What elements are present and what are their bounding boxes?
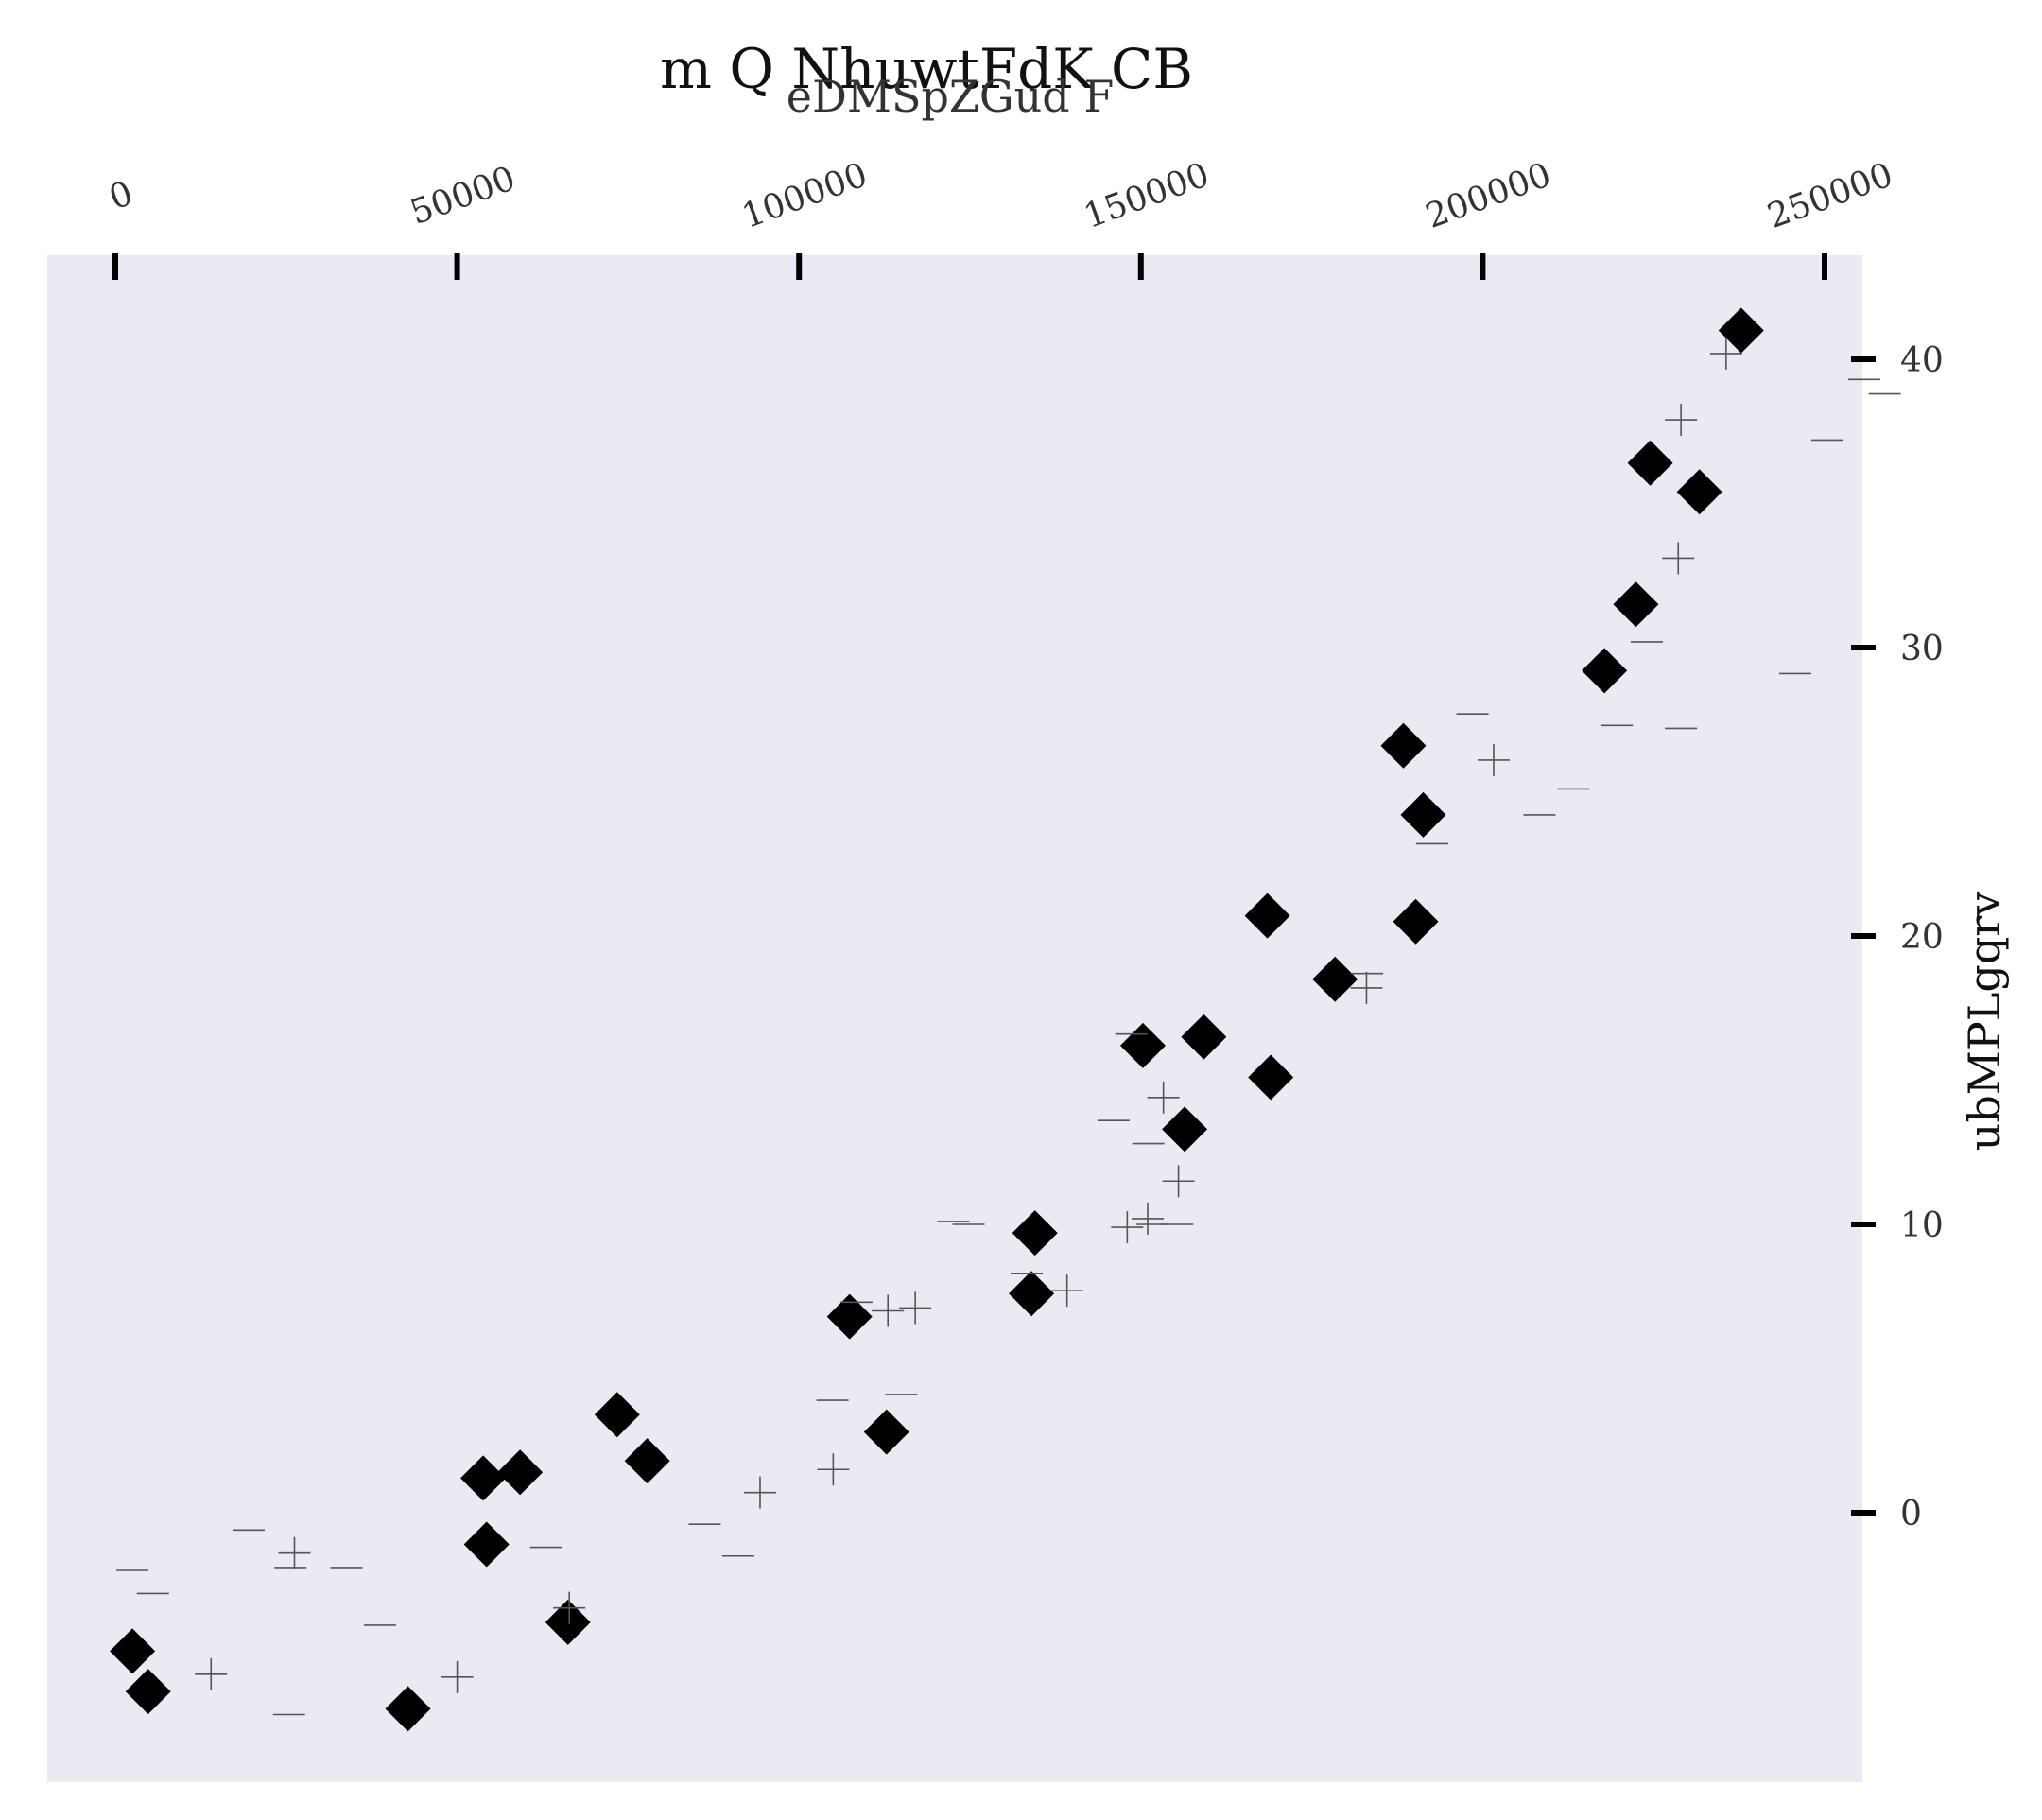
plus-marker (872, 1294, 905, 1327)
plus-marker (441, 1660, 474, 1693)
plus-marker (899, 1291, 932, 1325)
diamond-marker (1009, 1271, 1055, 1317)
plus-marker (1350, 971, 1383, 1004)
plus-marker (1132, 1202, 1165, 1235)
diamond-marker (863, 1409, 909, 1455)
plus-marker (1162, 1165, 1195, 1198)
diamond-marker (1012, 1210, 1058, 1257)
y-tick-label: 10 (1900, 1206, 1944, 1245)
diamond-marker (545, 1599, 591, 1645)
diamond-marker (1400, 791, 1446, 838)
diamond-marker (624, 1438, 670, 1484)
diamond-marker (463, 1521, 510, 1568)
diamond-marker (125, 1669, 171, 1715)
plot-area (47, 255, 1862, 1782)
diamond-marker (594, 1392, 640, 1438)
diamond-marker (1627, 440, 1673, 486)
chart-marks (110, 307, 1901, 1732)
diamond-marker (1393, 898, 1439, 945)
plus-marker (1147, 1081, 1180, 1114)
x-tick-label: 100000 (737, 155, 873, 236)
diamond-marker (1312, 956, 1358, 1002)
plus-marker (1050, 1274, 1083, 1308)
plus-marker (1111, 1211, 1144, 1244)
chart-title: m Q NhuwtFdK CB (660, 37, 1193, 101)
diamond-marker (1162, 1106, 1208, 1153)
diamond-marker (1380, 722, 1427, 769)
diamond-marker (1181, 1014, 1227, 1060)
diamond-marker (385, 1686, 431, 1732)
y-tick-label: 20 (1900, 918, 1944, 957)
diamond-marker (1582, 648, 1628, 694)
y-axis-label: ubMPLgqrv (1959, 892, 2010, 1152)
plus-marker (1662, 542, 1695, 575)
x-tick-label: 200000 (1421, 155, 1556, 236)
y-axis: 0 10 20 30 40 (1851, 341, 1944, 1534)
x-tick-label: 250000 (1762, 155, 1897, 236)
x-axis-label: eDMSpZGud F (787, 71, 1114, 122)
x-tick-label: 0 (104, 174, 138, 217)
y-tick-label: 40 (1900, 341, 1944, 380)
diamond-marker (1244, 893, 1290, 939)
diamond-marker (1718, 307, 1764, 354)
y-tick-label: 0 (1900, 1495, 1922, 1534)
diamond-marker (110, 1628, 156, 1674)
plus-marker (553, 1591, 586, 1624)
x-tick-label: 150000 (1079, 155, 1214, 236)
plus-marker (817, 1453, 850, 1486)
diamond-marker (1613, 581, 1659, 628)
diamond-marker (460, 1455, 507, 1501)
plus-marker (195, 1657, 228, 1690)
diamond-marker (826, 1293, 873, 1340)
y-tick-label: 30 (1900, 630, 1944, 668)
plus-marker (1477, 743, 1510, 776)
diamond-marker (497, 1449, 544, 1496)
x-tick-label: 50000 (406, 159, 521, 233)
plus-marker (278, 1536, 311, 1569)
diamond-marker (1676, 469, 1722, 515)
plus-marker (1709, 337, 1742, 370)
diamond-marker (1248, 1054, 1294, 1101)
plus-marker (743, 1476, 776, 1509)
plus-marker (1665, 404, 1698, 437)
